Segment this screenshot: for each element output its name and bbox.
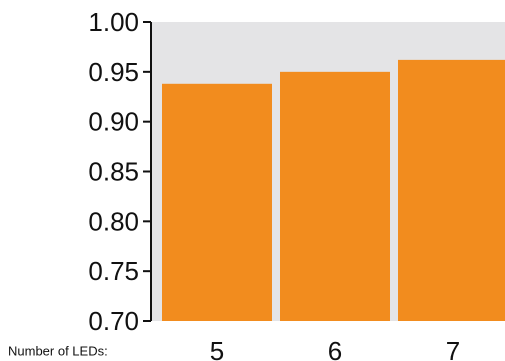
y-tick-label: 0.75 <box>88 256 139 286</box>
y-tick-label: 0.80 <box>88 206 139 236</box>
bar-7 <box>398 59 505 322</box>
y-tick-label: 0.90 <box>88 107 139 137</box>
y-tick-label: 0.85 <box>88 157 139 187</box>
x-axis-label: Number of LEDs: <box>8 344 108 359</box>
x-category-label: 5 <box>210 336 224 361</box>
y-tick-label: 1.00 <box>88 7 139 37</box>
x-category-label: 7 <box>446 336 460 361</box>
y-tick-label: 0.70 <box>88 306 139 336</box>
x-labels-group: 5 6 7 <box>210 336 460 361</box>
bar-5 <box>162 83 272 321</box>
bar-6 <box>280 71 390 321</box>
x-category-label: 6 <box>328 336 342 361</box>
y-ticks-group: 0.70 0.75 0.80 0.85 0.90 0.95 1.00 <box>88 7 151 336</box>
y-tick-label: 0.95 <box>88 57 139 87</box>
bars-group <box>162 59 505 322</box>
